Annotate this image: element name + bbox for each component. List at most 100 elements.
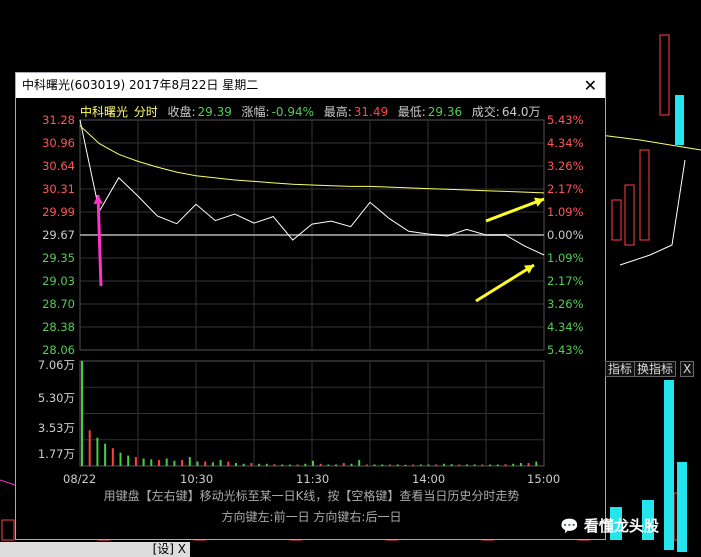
indicator-tab[interactable]: 指标 [605,361,636,377]
volume-bar [258,463,261,466]
arrow-icon [475,263,535,303]
volume-bar [265,463,268,466]
volume-bar [227,461,230,466]
volume-bar [519,463,522,466]
close-label: 收盘: [167,105,196,119]
volume-bar [142,458,145,466]
volume-bar [319,463,322,466]
time-tick: 08/22 [63,472,97,486]
percent-tick: 3.26% [547,297,584,311]
bottom-toolbar: [设] X [0,542,190,557]
time-tick: 10:30 [180,472,214,486]
wechat-icon: 💬 [560,517,579,535]
arrow-head-icon [93,195,104,204]
percent-tick: 2.17% [547,274,584,288]
volume-bar [173,460,176,466]
volume-bar [235,463,237,466]
volume-bar [535,461,538,466]
volume-bar [119,452,122,466]
volume-bar [365,464,368,466]
volume-tick: 3.53万 [37,421,75,436]
price-tick: 28.38 [42,320,75,334]
low-value: 29.36 [427,105,463,119]
percent-tick: 1.09% [547,251,584,265]
volume-bar [342,463,345,466]
hint-line-2: 方向键左:前一日 方向键右:后一日 [221,510,402,524]
bg-ma-line [0,479,16,486]
history-intraday-window: 中科曙光(603019) 2017年8月22日 星期二 ✕ 中科曙光 分时 收盘… [15,72,606,540]
close-icon[interactable]: ✕ [583,76,597,95]
settings-button[interactable]: [设] [152,542,174,556]
volume-bar [158,460,160,466]
price-line [79,119,545,256]
bg-volume-bar [664,380,674,550]
low-label: 最低: [397,105,426,119]
percent-tick: 4.34% [547,136,584,150]
price-tick: 28.70 [42,297,75,311]
price-tick: 30.64 [42,159,75,173]
quote-info: 中科曙光 分时 收盘: 29.39 涨幅: -0.94% 最高: 31.49 最低: 2… [80,103,543,120]
bg-ma-line [619,159,686,266]
volume-bar [358,460,361,466]
volume-bar [165,458,168,466]
arrow-icon [96,194,103,287]
volume-bar [181,460,184,466]
bg-volume-bar [610,507,622,540]
arrow-head-icon [524,265,534,274]
volume-bar [242,463,245,466]
intraday-chart[interactable] [16,73,607,541]
volume-bar [481,464,484,466]
bg-volume-bar [1,519,15,541]
stock-name: 中科曙光 [80,105,129,119]
arrow-icon [485,197,545,223]
price-tick: 30.31 [42,182,75,196]
volume-bar [466,464,468,466]
price-tick: 29.99 [42,205,75,219]
change-indicator-tab[interactable]: 换指标 [634,361,677,377]
percent-tick: 3.26% [547,159,584,173]
window-titlebar: 中科曙光(603019) 2017年8月22日 星期二 ✕ [16,73,605,98]
bg-volume-bar [677,462,687,552]
watermark-text: 看懂龙头股 [583,517,659,535]
volume-bar [327,464,330,466]
volume-bar [458,464,461,466]
bg-candle [624,184,635,246]
volume-bar [134,457,137,466]
volume-bar [427,464,430,466]
indicator-close-icon[interactable]: X [680,361,695,377]
volume-bar [504,464,507,466]
close-value: 29.39 [197,105,232,119]
percent-tick: 4.34% [547,320,584,334]
volume-bar [81,361,83,466]
volume-bar [211,462,214,466]
volume-bar [450,464,453,466]
volume-bar [281,464,284,466]
volume-bar [104,443,107,466]
volume-bar [473,464,476,466]
price-tick: 29.03 [42,274,75,288]
bottom-close-button[interactable]: X [177,542,186,556]
arrow-head-icon [534,197,544,207]
price-tick: 28.06 [42,343,75,357]
bg-volume-bar [642,500,654,540]
volume-bar [88,430,91,466]
change-label: 涨幅: [241,105,270,119]
volume-bar [196,461,199,466]
price-tick: 29.67 [42,228,75,242]
volume-bar [150,459,153,466]
volume-bar [373,464,376,466]
volume-bar [96,437,99,466]
time-tick: 11:30 [296,472,330,486]
volume-bar [304,463,307,466]
volume-bar [204,461,207,466]
window-title: 中科曙光(603019) 2017年8月22日 星期二 [22,78,259,92]
volume-bar [296,464,299,466]
volume-bar [512,463,515,466]
volume-tick: 7.06万 [37,358,75,372]
volume-bar [127,455,130,466]
volume-bar [381,464,384,466]
volume-bar [219,460,222,466]
percent-tick: 0.00% [547,228,584,242]
time-tick: 14:00 [412,472,446,486]
price-tick: 30.96 [42,136,75,150]
